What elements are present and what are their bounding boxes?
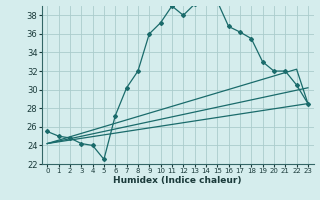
X-axis label: Humidex (Indice chaleur): Humidex (Indice chaleur) [113, 176, 242, 185]
